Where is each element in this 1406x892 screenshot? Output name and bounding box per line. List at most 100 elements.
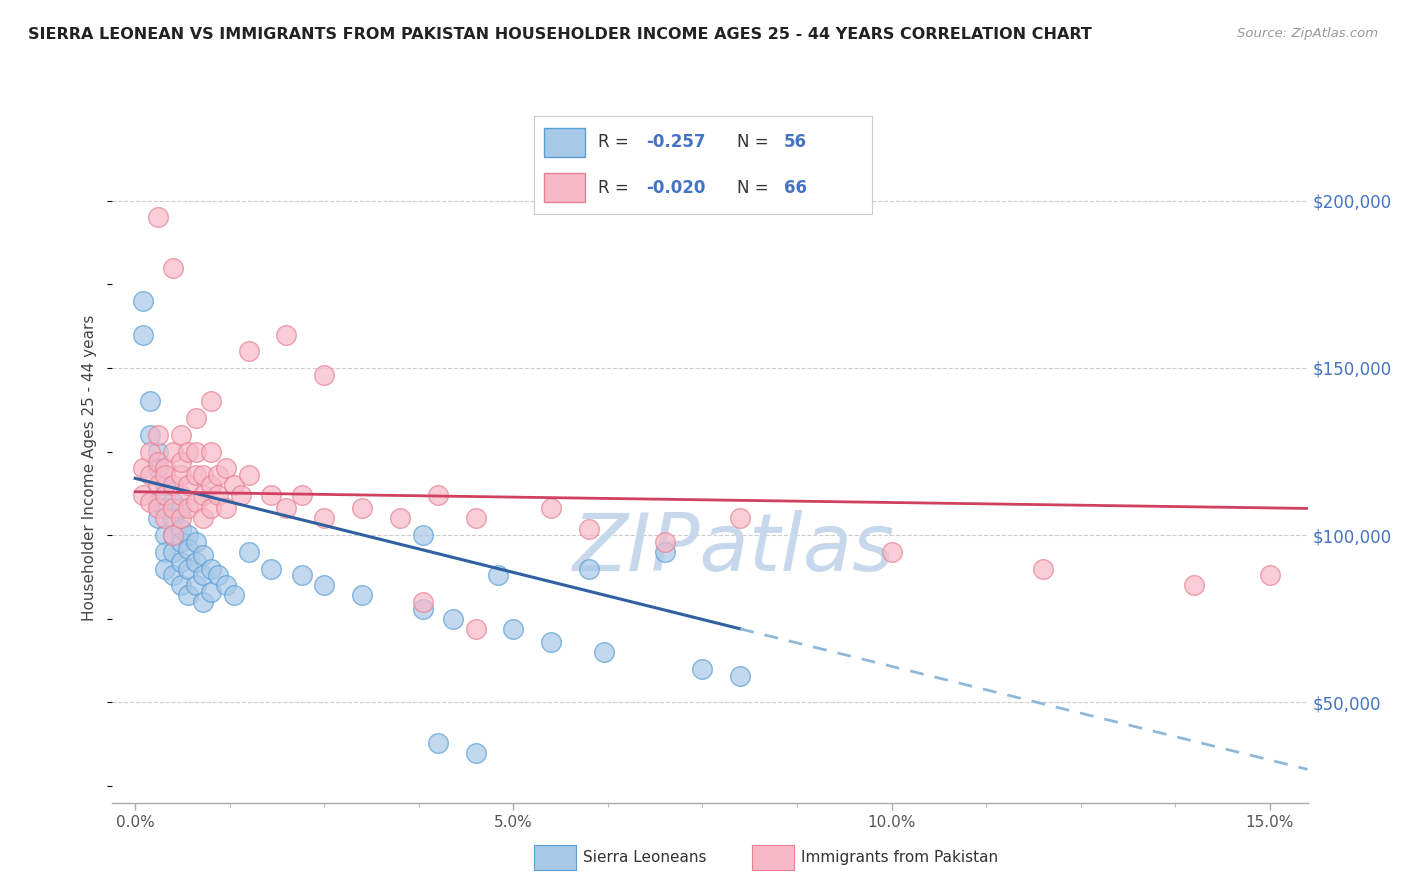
Point: [184, 444, 207, 458]
Point: [215, 461, 238, 475]
Point: [146, 444, 169, 458]
Point: [132, 327, 155, 342]
Point: [132, 461, 155, 475]
Point: [1182, 578, 1205, 592]
Text: N =: N =: [737, 178, 773, 196]
Point: [169, 501, 191, 516]
Point: [441, 612, 464, 626]
Point: [654, 534, 676, 549]
Point: [146, 428, 169, 442]
Point: [146, 494, 169, 508]
Point: [139, 394, 162, 409]
Point: [162, 545, 184, 559]
Y-axis label: Householder Income Ages 25 - 44 years: Householder Income Ages 25 - 44 years: [82, 315, 97, 622]
Text: Sierra Leoneans: Sierra Leoneans: [583, 850, 707, 864]
Point: [177, 501, 200, 516]
Point: [193, 568, 215, 582]
Point: [169, 578, 191, 592]
Point: [486, 568, 509, 582]
Point: [184, 494, 207, 508]
Point: [276, 327, 298, 342]
Point: [464, 511, 486, 525]
Point: [146, 211, 169, 225]
Point: [169, 555, 191, 569]
Point: [200, 562, 222, 576]
Point: [207, 467, 229, 482]
Point: [578, 562, 600, 576]
Point: [314, 511, 336, 525]
Text: -0.257: -0.257: [645, 134, 706, 152]
Point: [162, 260, 184, 275]
Point: [146, 501, 169, 516]
Point: [730, 511, 752, 525]
Point: [177, 562, 200, 576]
Point: [276, 501, 298, 516]
Text: R =: R =: [599, 134, 634, 152]
Point: [169, 467, 191, 482]
Point: [177, 528, 200, 542]
Point: [184, 411, 207, 425]
Point: [132, 488, 155, 502]
Point: [162, 528, 184, 542]
Point: [692, 662, 714, 676]
Point: [1032, 562, 1054, 576]
Point: [139, 467, 162, 482]
Point: [177, 541, 200, 556]
Point: [238, 545, 260, 559]
Point: [169, 428, 191, 442]
Point: [162, 478, 184, 492]
Bar: [544, 173, 585, 202]
Point: [155, 562, 177, 576]
Point: [162, 444, 184, 458]
Point: [215, 501, 238, 516]
Point: [184, 534, 207, 549]
Point: [193, 511, 215, 525]
Point: [193, 548, 215, 563]
Point: [426, 488, 449, 502]
Point: [200, 394, 222, 409]
Point: [184, 467, 207, 482]
Point: [352, 501, 374, 516]
Point: [155, 545, 177, 559]
Point: [412, 595, 434, 609]
Point: [426, 735, 449, 749]
Point: [593, 645, 616, 659]
Point: [388, 511, 411, 525]
Point: [162, 528, 184, 542]
Point: [412, 528, 434, 542]
Point: [169, 534, 191, 549]
Point: [139, 494, 162, 508]
Point: [146, 461, 169, 475]
Point: [193, 595, 215, 609]
Text: Source: ZipAtlas.com: Source: ZipAtlas.com: [1237, 27, 1378, 40]
Point: [654, 545, 676, 559]
Point: [162, 501, 184, 516]
Point: [200, 444, 222, 458]
Point: [155, 478, 177, 492]
Text: SIERRA LEONEAN VS IMMIGRANTS FROM PAKISTAN HOUSEHOLDER INCOME AGES 25 - 44 YEARS: SIERRA LEONEAN VS IMMIGRANTS FROM PAKIST…: [28, 27, 1092, 42]
Point: [162, 494, 184, 508]
Point: [155, 511, 177, 525]
Point: [314, 368, 336, 382]
Point: [207, 488, 229, 502]
Text: R =: R =: [599, 178, 634, 196]
Point: [132, 293, 155, 308]
Point: [139, 428, 162, 442]
Text: ZIPatlas: ZIPatlas: [572, 509, 896, 588]
Text: N =: N =: [737, 134, 773, 152]
Point: [1258, 568, 1281, 582]
Point: [146, 478, 169, 492]
Point: [155, 528, 177, 542]
Point: [260, 488, 283, 502]
Point: [464, 622, 486, 636]
Point: [229, 488, 252, 502]
Point: [193, 488, 215, 502]
Point: [155, 501, 177, 516]
Point: [162, 568, 184, 582]
Point: [155, 461, 177, 475]
Point: [146, 455, 169, 469]
Point: [184, 578, 207, 592]
Text: Immigrants from Pakistan: Immigrants from Pakistan: [801, 850, 998, 864]
Point: [222, 478, 245, 492]
Point: [200, 501, 222, 516]
